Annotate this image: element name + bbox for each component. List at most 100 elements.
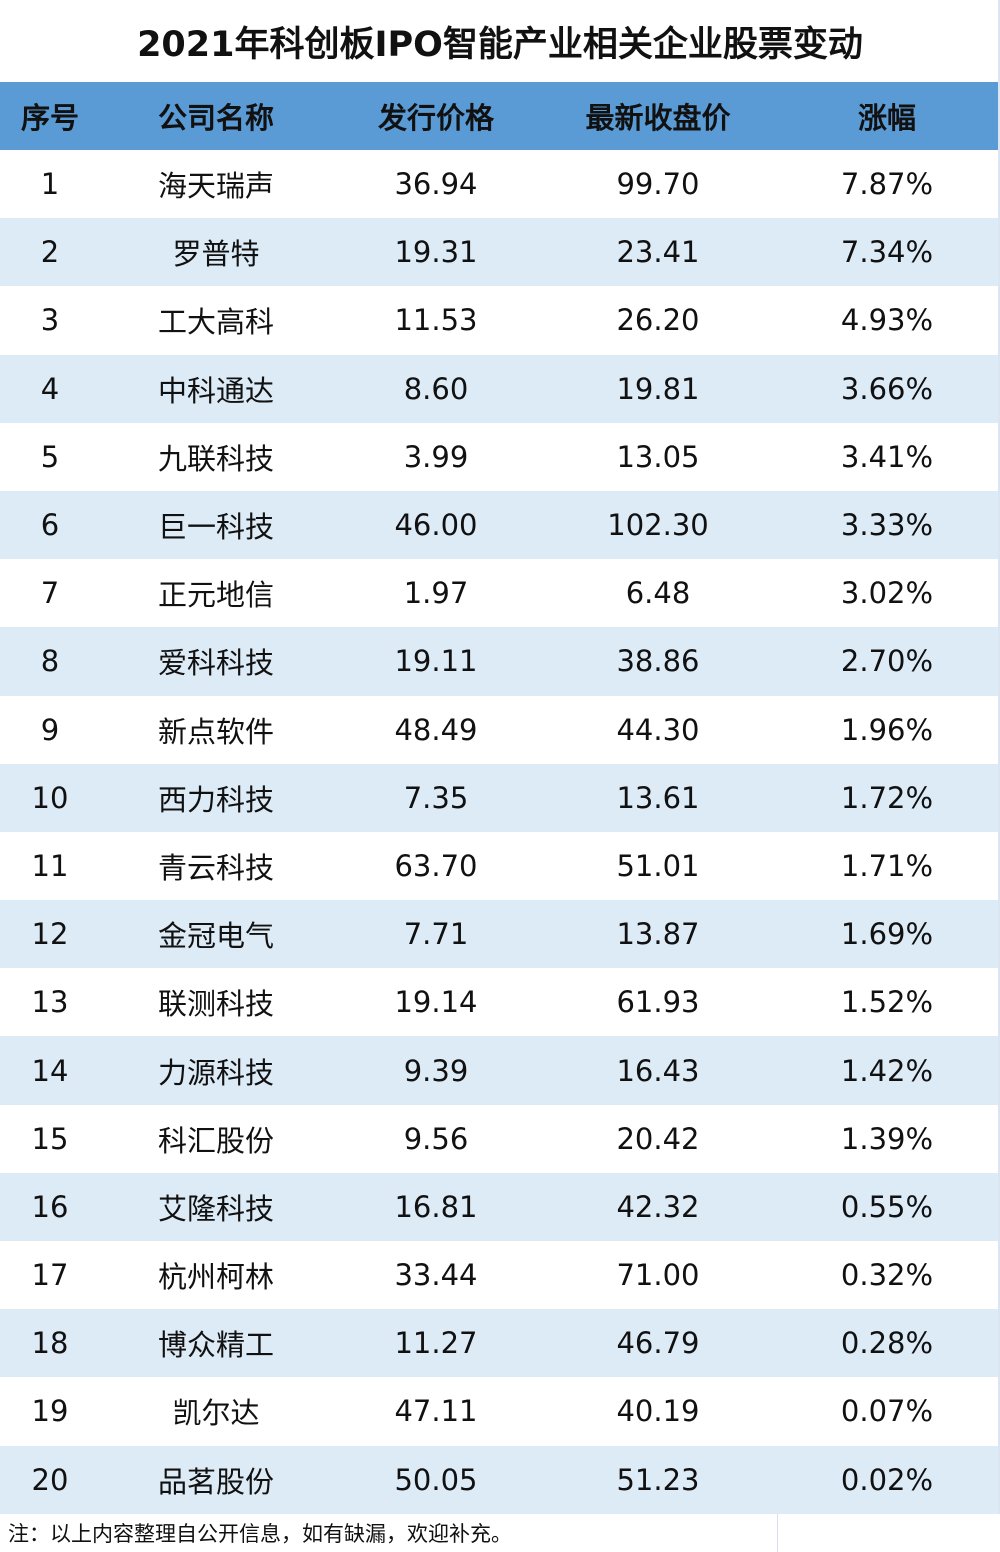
cell-change: 0.02% [840, 1462, 934, 1497]
header-index: 序号 [20, 101, 79, 135]
cell-index: 7 [40, 576, 60, 611]
cell-change: 1.42% [840, 1053, 934, 1088]
cell-change: 1.39% [840, 1121, 934, 1156]
cell-close-price: 6.48 [625, 576, 691, 611]
table-row: 16 艾隆科技 16.81 42.32 0.55% [0, 1172, 998, 1241]
cell-close-price: 19.81 [616, 371, 700, 406]
cell-change: 3.66% [840, 371, 934, 406]
cell-change: 2.70% [840, 644, 934, 679]
cell-index: 19 [31, 1394, 69, 1429]
cell-close-price: 16.43 [616, 1053, 700, 1088]
cell-issue-price: 33.44 [394, 1258, 478, 1293]
cell-change: 1.69% [840, 917, 934, 952]
cell-change: 7.34% [840, 235, 934, 270]
cell-issue-price: 8.60 [403, 371, 469, 406]
cell-change: 1.52% [840, 985, 934, 1020]
cell-change: 7.87% [840, 167, 934, 202]
cell-close-price: 51.01 [616, 848, 700, 883]
table-row: 1 海天瑞声 36.94 99.70 7.87% [0, 150, 998, 218]
cell-close-price: 23.41 [616, 235, 700, 270]
cell-issue-price: 36.94 [394, 167, 478, 202]
cell-index: 10 [31, 780, 69, 815]
cell-company: 青云科技 [157, 850, 274, 885]
divider [998, 0, 1000, 1514]
header-company: 公司名称 [157, 101, 274, 135]
cell-change: 0.07% [840, 1394, 934, 1429]
cell-index: 14 [31, 1053, 69, 1088]
table-row: 10 西力科技 7.35 13.61 1.72% [0, 763, 998, 832]
table-row: 11 青云科技 63.70 51.01 1.71% [0, 832, 998, 900]
cell-change: 0.28% [840, 1326, 934, 1361]
cell-company: 联测科技 [157, 987, 274, 1022]
cell-close-price: 38.86 [616, 644, 700, 679]
cell-index: 9 [40, 712, 60, 747]
table-row: 8 爱科科技 19.11 38.86 2.70% [0, 627, 998, 696]
table-row: 5 九联科技 3.99 13.05 3.41% [0, 423, 998, 491]
cell-company: 九联科技 [157, 441, 274, 476]
cell-issue-price: 19.31 [394, 235, 478, 270]
cell-company: 海天瑞声 [157, 169, 274, 204]
cell-change: 1.72% [840, 780, 934, 815]
cell-index: 17 [31, 1258, 69, 1293]
cell-issue-price: 9.39 [403, 1053, 469, 1088]
cell-change: 1.71% [840, 848, 934, 883]
cell-close-price: 61.93 [616, 985, 700, 1020]
table-row: 18 博众精工 11.27 46.79 0.28% [0, 1309, 998, 1378]
cell-change: 3.41% [840, 439, 934, 474]
cell-company: 罗普特 [172, 237, 260, 272]
cell-close-price: 40.19 [616, 1394, 700, 1429]
cell-issue-price: 9.56 [403, 1121, 469, 1156]
cell-index: 18 [31, 1326, 69, 1361]
cell-index: 16 [31, 1189, 69, 1224]
cell-company: 巨一科技 [157, 510, 274, 545]
cell-issue-price: 46.00 [394, 508, 478, 543]
cell-index: 11 [31, 848, 69, 883]
stock-table: 序号 公司名称 发行价格 最新收盘价 涨幅 1 海天瑞声 36.94 99.70 7.8… [0, 82, 998, 1514]
cell-change: 3.02% [840, 576, 934, 611]
cell-index: 3 [40, 303, 60, 338]
table-row: 15 科汇股份 9.56 20.42 1.39% [0, 1105, 998, 1173]
cell-index: 20 [31, 1462, 69, 1497]
cell-issue-price: 48.49 [394, 712, 478, 747]
cell-close-price: 46.79 [616, 1326, 700, 1361]
cell-company: 工大高科 [157, 305, 274, 340]
cell-company: 艾隆科技 [157, 1191, 274, 1226]
cell-company: 博众精工 [157, 1328, 274, 1363]
table-row: 4 中科通达 8.60 19.81 3.66% [0, 354, 998, 423]
cell-issue-price: 47.11 [394, 1394, 478, 1429]
cell-issue-price: 11.53 [394, 303, 478, 338]
cell-close-price: 13.05 [616, 439, 700, 474]
cell-change: 0.32% [840, 1258, 934, 1293]
cell-close-price: 42.32 [616, 1189, 700, 1224]
cell-company: 西力科技 [157, 782, 274, 817]
table-row: 7 正元地信 1.97 6.48 3.02% [0, 559, 998, 627]
header-change: 涨幅 [857, 101, 916, 135]
cell-close-price: 13.87 [616, 917, 700, 952]
cell-index: 5 [40, 439, 60, 474]
header-close-price: 最新收盘价 [585, 101, 731, 135]
cell-close-price: 26.20 [616, 303, 700, 338]
table-row: 12 金冠电气 7.71 13.87 1.69% [0, 900, 998, 969]
cell-company: 新点软件 [157, 714, 274, 749]
cell-index: 4 [40, 371, 60, 406]
cell-company: 杭州柯林 [157, 1260, 274, 1295]
table-row: 19 凯尔达 47.11 40.19 0.07% [0, 1377, 998, 1445]
cell-issue-price: 50.05 [394, 1462, 478, 1497]
cell-issue-price: 19.11 [394, 644, 478, 679]
cell-close-price: 99.70 [616, 167, 700, 202]
cell-change: 3.33% [840, 508, 934, 543]
cell-issue-price: 7.35 [403, 780, 469, 815]
cell-company: 金冠电气 [157, 919, 274, 954]
cell-company: 爱科科技 [157, 646, 274, 681]
cell-issue-price: 16.81 [394, 1189, 478, 1224]
table-row: 2 罗普特 19.31 23.41 7.34% [0, 218, 998, 287]
cell-issue-price: 7.71 [403, 917, 469, 952]
cell-index: 6 [40, 508, 60, 543]
cell-close-price: 13.61 [616, 780, 700, 815]
cell-company: 中科通达 [157, 373, 274, 408]
cell-close-price: 44.30 [616, 712, 700, 747]
cell-index: 12 [31, 917, 69, 952]
table-row: 14 力源科技 9.39 16.43 1.42% [0, 1036, 998, 1105]
cell-index: 13 [31, 985, 69, 1020]
cell-issue-price: 63.70 [394, 848, 478, 883]
